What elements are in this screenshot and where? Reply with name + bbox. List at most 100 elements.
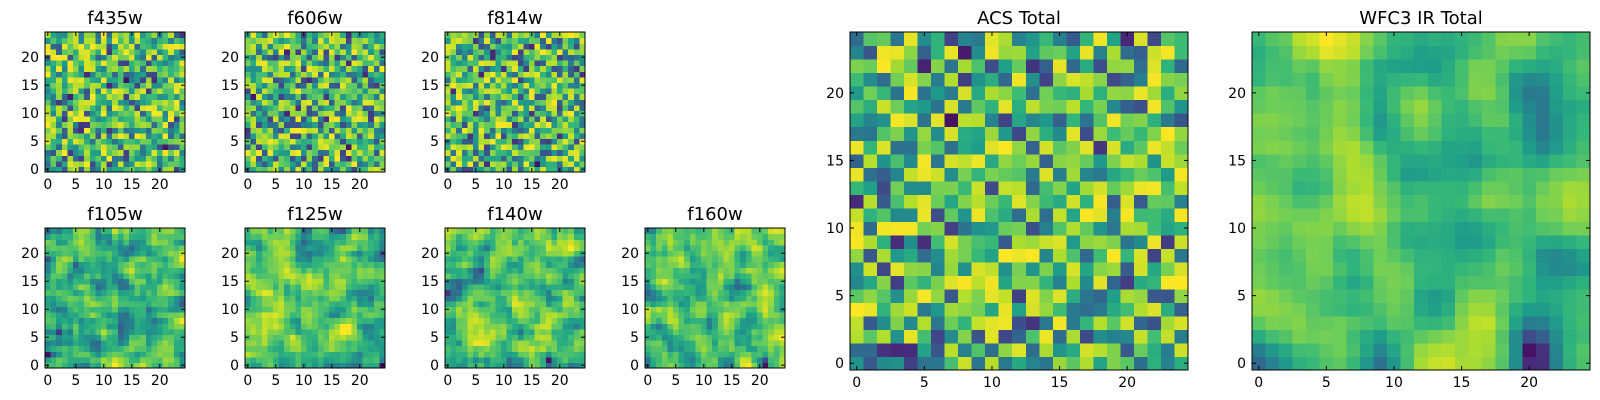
heatmap-cell: [289, 345, 296, 352]
heatmap-cell: [768, 334, 775, 341]
heatmap-cells: [245, 228, 386, 369]
heatmap-cell: [106, 362, 113, 369]
heatmap-cell: [379, 37, 386, 44]
heatmap-cell: [917, 234, 932, 249]
heatmap-cell: [850, 234, 865, 249]
heatmap-cell: [61, 272, 68, 279]
heatmap-cell: [323, 334, 330, 341]
x-tick-label: 5: [471, 373, 480, 389]
heatmap-cell: [106, 244, 113, 251]
heatmap-cell: [250, 116, 257, 123]
heatmap-cell: [351, 317, 358, 324]
heatmap-cell: [334, 345, 341, 352]
heatmap-cell: [267, 334, 274, 341]
heatmap-cell: [50, 132, 57, 139]
heatmap-cell: [501, 284, 508, 291]
heatmap-cell: [863, 207, 878, 222]
heatmap-cell: [1147, 221, 1162, 236]
heatmap-cell: [256, 48, 263, 55]
heatmap-cell: [931, 342, 946, 358]
heatmap-cell: [478, 351, 485, 358]
heatmap-cell: [56, 228, 63, 235]
heatmap-cell: [751, 256, 758, 263]
heatmap-cell: [656, 334, 663, 341]
heatmap-cell: [151, 132, 158, 139]
heatmap-cell: [650, 272, 657, 279]
heatmap-cell: [489, 138, 496, 145]
heatmap-cell: [729, 356, 736, 363]
heatmap-cell: [151, 272, 158, 279]
heatmap-cell: [1012, 221, 1027, 236]
heatmap-cell: [73, 116, 80, 123]
heatmap-cell: [445, 71, 452, 78]
heatmap-cell: [168, 250, 175, 257]
heatmap-cell: [890, 302, 905, 317]
heatmap-cell: [334, 261, 341, 268]
y-tick-label: 20: [221, 246, 239, 262]
heatmap-cell: [551, 351, 558, 358]
heatmap-cell: [573, 116, 580, 123]
heatmap-cell: [312, 110, 319, 117]
heatmap-cell: [273, 306, 280, 313]
heatmap-cell: [489, 284, 496, 291]
heatmap-cell: [278, 334, 285, 341]
heatmap-cell: [445, 300, 452, 307]
heatmap-cell: [78, 345, 85, 352]
heatmap-cell: [678, 317, 685, 324]
heatmap-cell: [684, 278, 691, 285]
heatmap-cell: [379, 312, 386, 319]
heatmap-cell: [971, 288, 986, 303]
x-tick-label: 5: [71, 177, 80, 193]
heatmap-cell: [306, 256, 313, 263]
heatmap-cell: [261, 328, 268, 335]
heatmap-cell: [273, 48, 280, 55]
heatmap-cell: [712, 278, 719, 285]
heatmap-cell: [368, 261, 375, 268]
heatmap-cell: [106, 116, 113, 123]
heatmap-cell: [95, 160, 102, 167]
heatmap-cell: [84, 328, 91, 335]
heatmap-cell: [971, 315, 986, 331]
heatmap-cell: [445, 256, 452, 263]
heatmap-cell: [456, 345, 463, 352]
heatmap-cell: [261, 306, 268, 313]
heatmap-cell: [368, 76, 375, 83]
heatmap-cell: [117, 351, 124, 358]
heatmap-cell: [551, 317, 558, 324]
heatmap-cell: [717, 239, 724, 246]
heatmap-cell: [379, 272, 386, 279]
heatmap-cell: [117, 166, 124, 173]
heatmap-cell: [267, 300, 274, 307]
heatmap-cell: [1066, 275, 1081, 290]
heatmap-cell: [84, 76, 91, 83]
heatmap-cell: [78, 256, 85, 263]
heatmap-cell: [461, 155, 468, 162]
heatmap-cell: [562, 82, 569, 89]
heatmap-cell: [523, 317, 530, 324]
heatmap-cell: [495, 300, 502, 307]
heatmap-cell: [717, 295, 724, 302]
heatmap-cell: [278, 32, 285, 39]
heatmap-cell: [101, 76, 108, 83]
heatmap-cell: [568, 32, 575, 39]
heatmap-cell: [112, 93, 119, 100]
heatmap-cell: [461, 317, 468, 324]
heatmap-cell: [129, 267, 136, 274]
heatmap-cell: [134, 312, 141, 319]
heatmap-cell: [112, 256, 119, 263]
heatmap-cell: [362, 82, 369, 89]
heatmap-cell: [345, 250, 352, 257]
heatmap-cell: [106, 250, 113, 257]
heatmap-cell: [456, 82, 463, 89]
heatmap-cell: [706, 334, 713, 341]
heatmap-cell: [284, 250, 291, 257]
heatmap-cell: [362, 127, 369, 134]
heatmap-cell: [145, 239, 152, 246]
heatmap-cell: [557, 110, 564, 117]
heatmap-cell: [117, 345, 124, 352]
heatmap-cell: [123, 144, 130, 151]
heatmap-cell: [78, 132, 85, 139]
heatmap-cell: [762, 351, 769, 358]
heatmap-cell: [684, 272, 691, 279]
heatmap-cell: [340, 37, 347, 44]
